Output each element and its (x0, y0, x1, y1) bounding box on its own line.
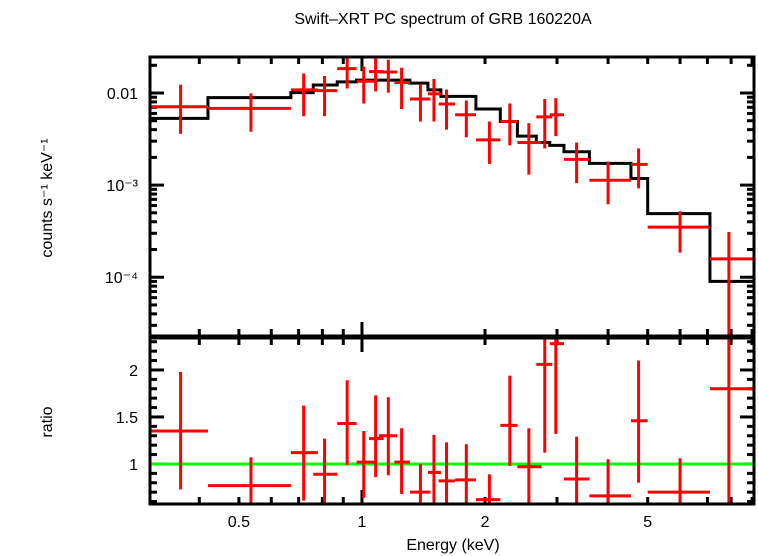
data-point (290, 73, 318, 117)
ratio-panel-ytick-labels: 11.52 (116, 363, 138, 474)
ratio-panel: 11.52 0.5 1 2 5 (116, 336, 756, 531)
model-step-line (150, 78, 754, 283)
ratio-panel-frame (148, 336, 756, 506)
ratio-point (563, 436, 590, 504)
y-tick-label: 1 (129, 457, 138, 474)
data-point (409, 84, 431, 122)
chart-title: Swift–XRT PC spectrum of GRB 160220A (294, 11, 592, 28)
data-point (337, 57, 357, 89)
x-tick-label: 1 (358, 514, 367, 531)
data-point (427, 78, 441, 122)
x-tick-label: 2 (481, 514, 490, 531)
x-axis-label: Energy (keV) (406, 537, 499, 554)
ratio-point (549, 338, 564, 434)
ratio-point (378, 397, 398, 476)
model-series (150, 78, 754, 283)
ratio-panel-xtick-labels: 0.5 1 2 5 (228, 514, 652, 531)
data-point (356, 66, 376, 104)
data-point (500, 103, 518, 146)
ratio-point (427, 434, 441, 504)
ratio-point (709, 338, 754, 504)
data-point (517, 123, 542, 175)
ratio-point (455, 444, 476, 504)
ratio-point (517, 428, 542, 504)
x-tick-label: 5 (643, 514, 652, 531)
y-tick-label: 10⁻³ (106, 178, 138, 195)
ratio-series (150, 338, 754, 504)
data-point (313, 75, 338, 117)
y-tick-label: 10⁻⁴ (105, 270, 138, 287)
top-panel-frame (148, 55, 756, 338)
spectrum-panel: 0.01 10⁻³ 10⁻⁴ (105, 55, 756, 338)
data-point (536, 99, 553, 149)
ratio-point (337, 380, 357, 465)
y-tick-label: 1.5 (116, 410, 138, 427)
data-point (207, 93, 291, 132)
y-tick-label: 2 (129, 363, 138, 380)
ratio-point (536, 338, 553, 453)
ratio-point (475, 474, 501, 504)
ratio-point (500, 375, 518, 466)
data-point (549, 98, 564, 137)
ratio-point (150, 371, 208, 490)
data-point (563, 142, 590, 184)
ratio-point (290, 405, 318, 501)
ratio-panel-ticks (150, 338, 754, 504)
bottom-y-axis-label: ratio (39, 406, 56, 437)
ratio-point (438, 442, 456, 504)
ratio-point (368, 395, 384, 478)
data-point (394, 67, 410, 110)
ratio-point (356, 431, 376, 498)
ratio-point (207, 457, 291, 504)
ratio-point (589, 459, 631, 504)
data-point (475, 121, 501, 164)
data-point (647, 211, 710, 253)
top-y-axis-label: counts s⁻¹ keV⁻¹ (39, 138, 56, 257)
y-tick-label: 0.01 (107, 86, 138, 103)
ratio-point (313, 438, 338, 504)
data-point (150, 84, 208, 134)
ratio-point (409, 463, 431, 504)
data-point (455, 100, 476, 138)
data-point (438, 89, 456, 130)
ratio-point (630, 360, 648, 483)
data-series (150, 57, 754, 336)
top-panel-ytick-labels: 0.01 10⁻³ 10⁻⁴ (105, 86, 139, 287)
ratio-point (394, 428, 410, 495)
data-point (368, 57, 384, 92)
data-point (709, 231, 754, 336)
data-point (589, 161, 631, 205)
data-point (630, 148, 648, 189)
ratio-point (647, 458, 710, 504)
data-point (378, 59, 398, 93)
x-tick-label: 0.5 (228, 514, 250, 531)
